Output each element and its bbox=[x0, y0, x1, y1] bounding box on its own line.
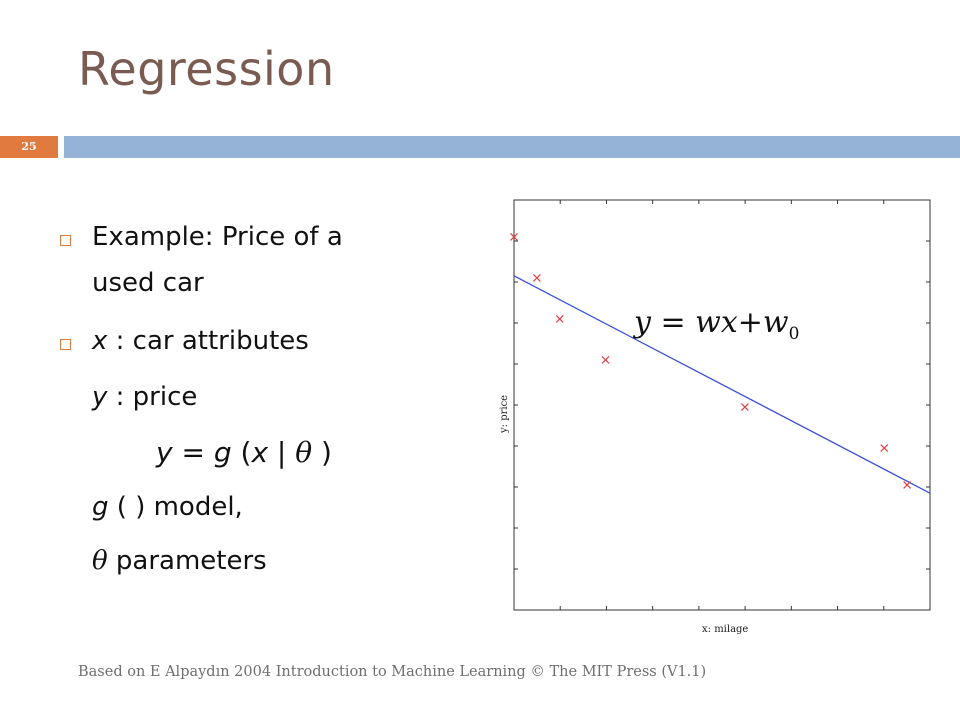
data-point bbox=[510, 232, 518, 241]
data-point bbox=[880, 444, 889, 452]
bullet-square-icon bbox=[60, 339, 71, 350]
model-equation: y = g (x | θ ) bbox=[156, 436, 332, 469]
bullet-2-line: x : car attributes bbox=[92, 326, 309, 356]
data-point bbox=[601, 355, 610, 364]
data-point bbox=[532, 273, 541, 282]
theta-text: parameters bbox=[107, 546, 267, 576]
header-rule bbox=[64, 136, 960, 158]
var-g: g bbox=[92, 492, 109, 522]
regression-plot: y = wx+w0 x: milage y: price bbox=[494, 192, 940, 642]
data-point bbox=[903, 481, 912, 489]
fit-equation: y = wx+w0 bbox=[632, 305, 799, 344]
slide-title: Regression bbox=[78, 42, 335, 96]
data-point bbox=[740, 403, 749, 411]
data-point bbox=[555, 314, 564, 323]
y-price-line: y : price bbox=[92, 382, 197, 412]
eq-close: ) bbox=[312, 436, 332, 469]
g-model-line: g ( ) model, bbox=[92, 492, 243, 522]
slide-number-bar bbox=[0, 136, 58, 158]
eq-x: x bbox=[251, 436, 269, 469]
bullet-square-icon bbox=[60, 235, 71, 246]
bullet-1-line-1: Example: Price of a bbox=[92, 222, 343, 252]
g-model-text: ( ) model, bbox=[108, 492, 243, 522]
footer-credit: Based on E Alpaydın 2004 Introduction to… bbox=[78, 664, 707, 680]
eq-open: ( bbox=[231, 436, 252, 469]
eq-theta: θ bbox=[295, 436, 313, 469]
var-y: y bbox=[92, 382, 108, 412]
plot-frame bbox=[513, 199, 931, 611]
y-price-text: : price bbox=[107, 382, 198, 412]
bullet-1-line-2: used car bbox=[92, 268, 204, 298]
slide-number: 25 bbox=[21, 140, 37, 153]
var-x: x bbox=[92, 326, 108, 356]
regression-line bbox=[513, 275, 931, 494]
bullet-2-text: : car attributes bbox=[107, 326, 309, 356]
eq-y: y bbox=[156, 436, 173, 469]
x-axis-label: x: milage bbox=[702, 624, 748, 635]
eq-g: g bbox=[213, 436, 232, 469]
theta-line: θ parameters bbox=[92, 546, 267, 576]
var-theta: θ bbox=[92, 546, 108, 576]
regression-plot-svg: y = wx+w0 x: milage y: price bbox=[499, 199, 931, 635]
eq-equals: = bbox=[172, 436, 214, 469]
y-axis-label: y: price bbox=[499, 395, 510, 434]
eq-bar: | bbox=[268, 436, 296, 469]
